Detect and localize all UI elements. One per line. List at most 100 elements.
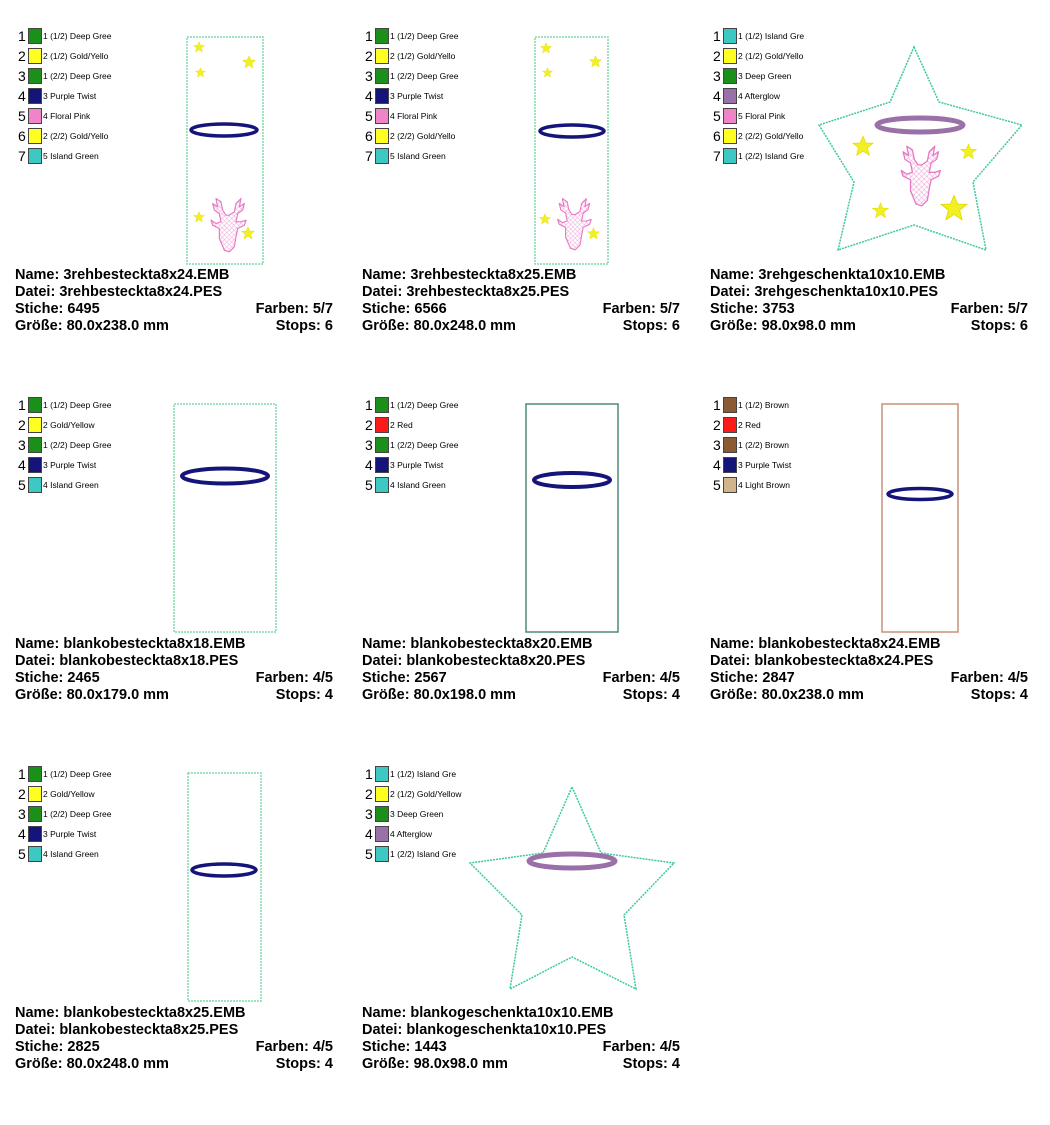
ring-icon (874, 115, 966, 135)
design-name: blankobesteckta8x25.EMB (63, 1005, 246, 1021)
design-info: Name: 3rehbesteckta8x24.EMB Datei: 3rehbe… (15, 267, 333, 335)
legend-label: 3 Purple Twist (43, 829, 97, 839)
color-swatch (375, 826, 389, 842)
legend-number: 2 (713, 48, 721, 64)
color-swatch (28, 766, 42, 782)
legend-label: 1 (2/2) Deep Gree (390, 71, 459, 81)
legend-number: 6 (18, 128, 26, 144)
stops-value: 6 (324, 318, 333, 334)
stitches-caption: Stiche: (15, 1039, 64, 1055)
legend-row: 1 1 (1/2) Deep Gree (362, 396, 472, 416)
legend-row: 1 1 (1/2) Deep Gree (15, 396, 125, 416)
design-file: 3rehbesteckta8x25.PES (406, 284, 570, 300)
stitches-line: Stiche: 6566 Farben: 5/7 (362, 301, 680, 318)
color-swatch (375, 477, 389, 493)
legend-label: 2 Red (390, 420, 413, 430)
legend-label: 1 (1/2) Deep Gree (43, 769, 112, 779)
legend-number: 4 (18, 457, 26, 473)
stops-value: 4 (324, 1056, 333, 1072)
design-outline (186, 36, 264, 265)
legend-row: 3 1 (2/2) Brown (710, 436, 820, 456)
deer-icon (900, 145, 942, 207)
stitches-line: Stiche: 2465 Farben: 4/5 (15, 670, 333, 687)
design-card-5[interactable]: 1 1 (1/2) Deep Gree 2 2 Red 3 1 (2/2) Deep Gr… (362, 396, 692, 756)
legend-row: 2 2 Gold/Yellow (15, 785, 125, 805)
legend-number: 2 (365, 48, 373, 64)
color-swatch (28, 457, 42, 473)
legend-number: 1 (713, 28, 721, 44)
star-icon (872, 202, 889, 218)
legend-row: 6 2 (2/2) Gold/Yello (710, 127, 820, 147)
legend-row: 2 2 Gold/Yellow (15, 416, 125, 436)
legend-label: 4 Afterglow (390, 829, 433, 839)
stops-count: Stops: 6 (276, 318, 333, 335)
color-swatch (28, 88, 42, 104)
legend-label: 2 (1/2) Gold/Yello (738, 51, 804, 61)
legend-label: 4 Light Brown (738, 480, 790, 490)
legend-number: 3 (365, 68, 373, 84)
stops-value: 6 (671, 318, 680, 334)
legend-label: 1 (1/2) Island Gre (738, 31, 805, 41)
stops-value: 6 (1019, 318, 1028, 334)
legend-number: 4 (18, 826, 26, 842)
file-line: Datei: 3rehbesteckta8x25.PES (362, 284, 680, 301)
color-swatch (28, 148, 42, 164)
design-size: 80.0x248.0 mm (413, 318, 516, 334)
legend-number: 3 (18, 68, 26, 84)
color-swatch (375, 108, 389, 124)
stitches-line: Stiche: 6495 Farben: 5/7 (15, 301, 333, 318)
color-swatch (28, 786, 42, 802)
legend-row: 5 4 Island Green (15, 845, 125, 865)
color-swatch (723, 437, 737, 453)
name-caption: Name: (15, 636, 60, 652)
stitch-count: 2567 (414, 670, 447, 686)
design-outline (817, 45, 1024, 252)
design-card-8[interactable]: 1 1 (1/2) Island Gre 2 2 (1/2) Gold/Yellow 3… (362, 765, 692, 1125)
legend-number: 5 (365, 846, 373, 862)
color-swatch (375, 397, 389, 413)
design-preview (881, 403, 959, 633)
color-swatch (28, 846, 42, 862)
design-card-6[interactable]: 1 1 (1/2) Brown 2 2 Red 3 1 (2/2) Brown 4 3 Pur… (710, 396, 1040, 756)
colors-value: 5/7 (1007, 301, 1028, 317)
file-caption: Datei: (15, 284, 56, 300)
color-swatch (28, 826, 42, 842)
design-card-4[interactable]: 1 1 (1/2) Deep Gree 2 2 Gold/Yellow 3 1 (2/2)… (15, 396, 345, 756)
stitches-caption: Stiche: (710, 670, 759, 686)
design-file: blankobesteckta8x24.PES (754, 653, 934, 669)
colors-caption: Farben: (255, 1039, 309, 1055)
legend-number: 7 (713, 148, 721, 164)
file-line: Datei: blankogeschenkta10x10.PES (362, 1022, 680, 1039)
stitches-caption: Stiche: (362, 301, 411, 317)
design-info: Name: blankogeschenkta10x10.EMB Datei: bl… (362, 1005, 680, 1073)
stitches-line: Stiche: 3753 Farben: 5/7 (710, 301, 1028, 318)
design-outline (468, 785, 676, 991)
design-card-2[interactable]: 1 1 (1/2) Deep Gree 2 2 (1/2) Gold/Yello 3 1 … (362, 27, 692, 387)
stitch-count: 6566 (414, 301, 447, 317)
legend-row: 6 2 (2/2) Gold/Yello (362, 127, 472, 147)
legend-number: 2 (18, 786, 26, 802)
size-line: Größe: 80.0x198.0 mm Stops: 4 (362, 687, 680, 704)
legend-number: 2 (365, 417, 373, 433)
stops-caption: Stops: (970, 687, 1016, 703)
legend-row: 4 3 Purple Twist (710, 456, 820, 476)
colors-caption: Farben: (255, 301, 309, 317)
legend-number: 5 (365, 108, 373, 124)
legend-label: 3 Deep Green (390, 809, 444, 819)
design-outline (525, 403, 619, 633)
design-size: 80.0x238.0 mm (66, 318, 169, 334)
file-caption: Datei: (362, 1022, 403, 1038)
color-swatch (723, 148, 737, 164)
legend-number: 3 (18, 437, 26, 453)
legend-label: 1 (2/2) Brown (738, 440, 790, 450)
colors-caption: Farben: (602, 670, 656, 686)
design-outline (173, 403, 277, 633)
name-line: Name: 3rehbesteckta8x24.EMB (15, 267, 333, 284)
stops-caption: Stops: (275, 318, 321, 334)
design-card-7[interactable]: 1 1 (1/2) Deep Gree 2 2 Gold/Yellow 3 1 (2/2)… (15, 765, 345, 1125)
design-card-1[interactable]: 1 1 (1/2) Deep Gree 2 2 (1/2) Gold/Yello 3 1 … (15, 27, 345, 387)
legend-number: 5 (713, 108, 721, 124)
color-swatch (28, 397, 42, 413)
stops-caption: Stops: (275, 1056, 321, 1072)
